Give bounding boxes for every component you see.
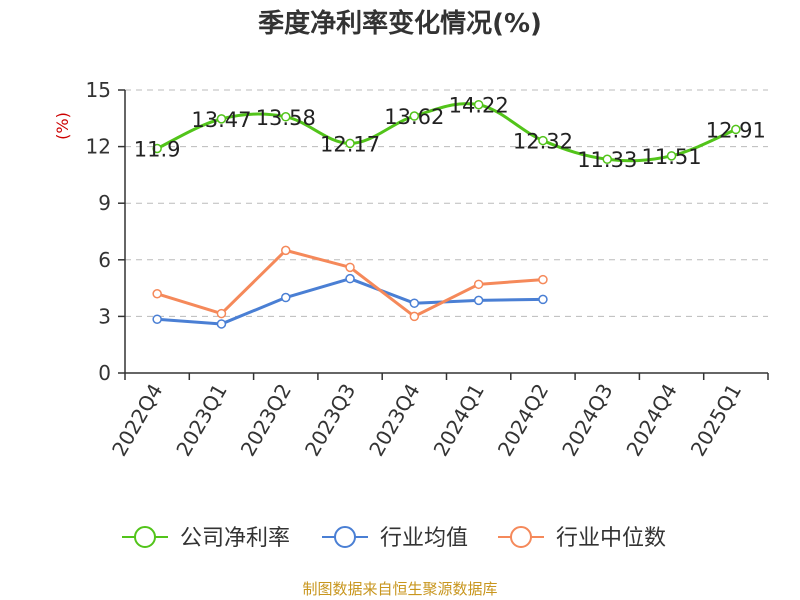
y-tick-label: 12 bbox=[86, 135, 111, 159]
data-point bbox=[409, 298, 420, 308]
legend: 公司净利率 行业均值 行业中位数 bbox=[122, 526, 666, 551]
x-tick-label: 2022Q4 bbox=[107, 380, 167, 461]
series-lines bbox=[152, 99, 741, 329]
data-point bbox=[473, 279, 484, 290]
data-label: 13.47 bbox=[191, 108, 251, 132]
data-point bbox=[666, 151, 677, 161]
legend-marker bbox=[334, 526, 356, 548]
y-tick-label: 3 bbox=[98, 304, 111, 328]
data-point bbox=[538, 274, 548, 285]
legend-label: 公司净利率 bbox=[180, 526, 290, 551]
legend-marker bbox=[134, 526, 156, 548]
data-point bbox=[345, 273, 355, 284]
data-point bbox=[731, 124, 741, 135]
x-tick-label: 2024Q3 bbox=[557, 380, 617, 461]
data-label: 11.51 bbox=[641, 145, 701, 169]
x-tick-label: 2023Q2 bbox=[236, 380, 296, 461]
data-point bbox=[345, 262, 355, 273]
y-tick-label: 15 bbox=[86, 78, 111, 102]
data-point bbox=[602, 154, 612, 164]
y-axis-label: (%) bbox=[53, 112, 72, 140]
legend-label: 行业中位数 bbox=[556, 526, 666, 551]
x-tick-label: 2025Q1 bbox=[686, 380, 746, 461]
chart-title: 季度净利率变化情况(%) bbox=[258, 8, 542, 39]
legend-label: 行业均值 bbox=[380, 526, 468, 551]
y-tick-label: 0 bbox=[98, 361, 111, 385]
y-tick-label: 6 bbox=[98, 248, 111, 272]
x-tick-label: 2023Q1 bbox=[171, 380, 231, 461]
data-point bbox=[152, 289, 162, 299]
data-point bbox=[281, 112, 291, 122]
data-point bbox=[345, 138, 355, 149]
x-tick-label: 2024Q1 bbox=[429, 380, 489, 461]
data-label: 14.22 bbox=[449, 94, 509, 118]
data-point bbox=[473, 99, 484, 110]
x-tick-label: 2023Q4 bbox=[364, 380, 424, 461]
data-point bbox=[281, 292, 291, 303]
data-label: 13.62 bbox=[384, 105, 444, 129]
data-point bbox=[216, 308, 227, 319]
x-tick-label: 2023Q3 bbox=[300, 380, 360, 461]
data-label: 12.17 bbox=[320, 132, 380, 156]
data-label: 11.9 bbox=[134, 137, 181, 161]
legend-marker bbox=[510, 526, 532, 548]
data-label: 11.33 bbox=[577, 148, 637, 172]
series-line bbox=[155, 102, 738, 163]
series-line bbox=[155, 277, 545, 326]
data-point bbox=[409, 111, 420, 121]
data-label: 12.32 bbox=[513, 130, 573, 154]
data-label: 12.91 bbox=[706, 118, 766, 142]
data-label: 13.58 bbox=[256, 106, 316, 130]
x-tick-label: 2024Q4 bbox=[621, 380, 681, 461]
y-tick-label: 9 bbox=[98, 191, 111, 215]
x-tick-label: 2024Q2 bbox=[493, 380, 553, 461]
grid bbox=[125, 89, 768, 317]
data-point bbox=[473, 295, 484, 306]
data-point bbox=[152, 314, 162, 324]
data-point bbox=[409, 311, 420, 322]
data-point bbox=[216, 114, 227, 124]
data-point bbox=[216, 319, 227, 329]
data-point bbox=[152, 143, 162, 154]
source-note: 制图数据来自恒生聚源数据库 bbox=[302, 580, 497, 598]
data-point bbox=[538, 135, 548, 146]
data-point bbox=[281, 245, 291, 256]
data-point bbox=[538, 294, 548, 305]
